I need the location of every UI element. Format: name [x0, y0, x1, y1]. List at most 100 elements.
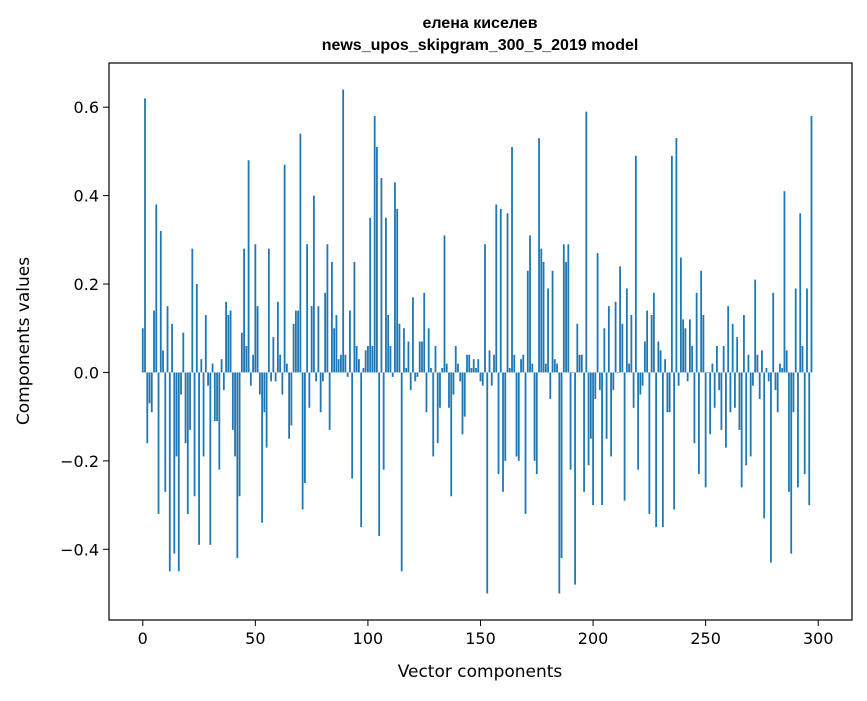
x-tick-label: 300 — [803, 629, 834, 648]
bar-10 — [164, 372, 167, 492]
bar-125 — [423, 292, 426, 373]
x-tick-label: 200 — [578, 629, 609, 648]
bar-239 — [679, 257, 682, 373]
bar-250 — [704, 372, 707, 488]
bar-14 — [173, 372, 176, 554]
bar-72 — [303, 372, 306, 483]
bar-62 — [281, 372, 284, 395]
bar-119 — [409, 372, 412, 391]
bar-266 — [740, 372, 743, 488]
bar-16 — [177, 372, 180, 572]
bar-165 — [513, 354, 516, 373]
x-tick-label: 50 — [245, 629, 265, 648]
bar-179 — [544, 363, 547, 373]
bar-24 — [195, 284, 198, 373]
bar-291 — [797, 372, 799, 488]
y-tick-label: 0.2 — [74, 275, 99, 294]
bar-279 — [770, 372, 772, 563]
bar-98 — [362, 368, 365, 373]
bar-118 — [407, 341, 410, 373]
bar-26 — [200, 359, 203, 373]
bar-142 — [461, 372, 464, 435]
bar-208 — [610, 372, 612, 457]
bar-148 — [475, 368, 477, 373]
bar-277 — [765, 368, 768, 373]
bar-45 — [243, 248, 245, 373]
bar-139 — [454, 345, 457, 373]
bar-269 — [747, 354, 750, 373]
bar-49 — [252, 354, 254, 373]
bar-13 — [171, 323, 173, 373]
bar-254 — [713, 372, 716, 408]
bar-223 — [643, 341, 646, 373]
bar-42 — [236, 372, 239, 559]
bar-229 — [657, 341, 660, 373]
bar-153 — [486, 372, 489, 594]
y-tick-label: 0.4 — [74, 187, 99, 206]
bar-267 — [743, 314, 745, 373]
x-tick-label: 250 — [690, 629, 721, 648]
bar-264 — [736, 337, 739, 373]
bar-30 — [209, 372, 212, 545]
bar-236 — [673, 372, 676, 510]
bar-230 — [659, 350, 662, 373]
x-tick-label: 150 — [465, 629, 496, 648]
bar-104 — [376, 146, 378, 373]
bar-112 — [394, 182, 396, 373]
bar-59 — [274, 372, 277, 382]
bar-163 — [508, 368, 511, 373]
bar-171 — [526, 270, 529, 373]
bar-194 — [578, 354, 581, 373]
bar-58 — [272, 337, 275, 373]
bar-234 — [668, 372, 671, 413]
bar-251 — [707, 372, 709, 374]
bar-240 — [682, 319, 685, 373]
bar-40 — [231, 372, 234, 430]
bar-192 — [574, 372, 576, 585]
bar-102 — [371, 345, 374, 373]
bar-205 — [603, 328, 606, 373]
bar-199 — [589, 372, 592, 439]
bar-188 — [565, 261, 567, 373]
bar-226 — [650, 314, 653, 373]
bar-175 — [535, 372, 538, 475]
bar-109 — [387, 314, 390, 373]
bar-176 — [538, 138, 540, 373]
bar-270 — [749, 372, 752, 457]
bar-34 — [218, 372, 221, 470]
bar-253 — [711, 363, 714, 373]
bar-257 — [720, 372, 723, 430]
bar-190 — [569, 372, 572, 470]
x-tick-label: 100 — [353, 629, 384, 648]
bar-276 — [763, 372, 766, 519]
y-tick-label: 0.0 — [74, 363, 99, 382]
bar-258 — [722, 345, 725, 373]
bar-152 — [484, 244, 486, 373]
bar-93 — [351, 372, 354, 479]
bar-134 — [443, 235, 446, 373]
bar-19 — [184, 372, 187, 444]
bar-207 — [607, 306, 610, 373]
bar-295 — [806, 288, 808, 373]
bar-29 — [207, 372, 209, 386]
bar-31 — [211, 363, 214, 373]
bar-76 — [312, 195, 315, 373]
bar-164 — [511, 146, 513, 373]
bar-209 — [612, 372, 615, 391]
bar-150 — [479, 372, 482, 382]
bar-68 — [294, 310, 297, 373]
bar-105 — [378, 372, 381, 536]
bar-247 — [698, 372, 700, 475]
bar-281 — [774, 372, 777, 391]
bar-238 — [677, 372, 680, 386]
bar-123 — [418, 341, 421, 373]
bar-183 — [553, 359, 556, 373]
bar-101 — [369, 217, 372, 373]
bar-278 — [767, 372, 770, 382]
bar-95 — [355, 345, 358, 373]
bar-100 — [367, 345, 369, 373]
bar-182 — [551, 270, 554, 373]
bar-245 — [693, 372, 696, 444]
bar-54 — [263, 372, 266, 413]
